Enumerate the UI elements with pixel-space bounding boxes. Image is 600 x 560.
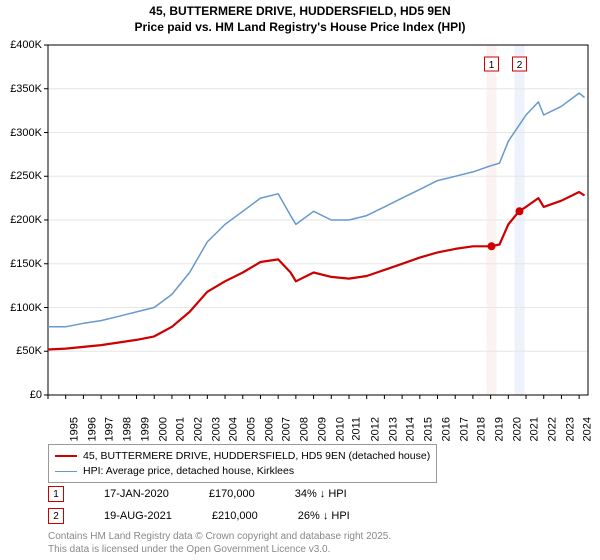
sale-delta-1: 34% ↓ HPI: [295, 488, 347, 500]
xtick-label: 2012: [369, 417, 381, 441]
xtick-label: 2016: [440, 417, 452, 441]
xtick-label: 2017: [458, 417, 470, 441]
ytick-label: £0: [30, 389, 42, 401]
xtick-label: 2004: [228, 417, 240, 441]
xtick-label: 2023: [564, 417, 576, 441]
footer-line-2: This data is licensed under the Open Gov…: [48, 543, 391, 556]
xtick-label: 2018: [476, 417, 488, 441]
xtick-label: 2024: [582, 417, 594, 441]
sale-date-2: 19-AUG-2021: [104, 510, 172, 522]
svg-text:1: 1: [489, 60, 495, 71]
xtick-label: 2002: [192, 417, 204, 441]
ytick-label: £150K: [10, 258, 42, 270]
xtick-label: 1997: [104, 417, 116, 441]
ytick-label: £200K: [10, 214, 42, 226]
ytick-label: £250K: [10, 170, 42, 182]
xtick-label: 2015: [423, 417, 435, 441]
xtick-label: 2022: [547, 417, 559, 441]
chart-title: 45, BUTTERMERE DRIVE, HUDDERSFIELD, HD5 …: [0, 0, 600, 35]
sale-price-2: £210,000: [212, 510, 258, 522]
title-line-1: 45, BUTTERMERE DRIVE, HUDDERSFIELD, HD5 …: [0, 4, 600, 20]
sale-row-2: 2 19-AUG-2021 £210,000 26% ↓ HPI: [48, 508, 350, 524]
xtick-label: 2020: [511, 417, 523, 441]
xtick-label: 2019: [493, 417, 505, 441]
xtick-label: 1996: [86, 417, 98, 441]
legend-item-property: 45, BUTTERMERE DRIVE, HUDDERSFIELD, HD5 …: [55, 449, 430, 464]
xtick-label: 2005: [246, 417, 258, 441]
xtick-label: 2008: [299, 417, 311, 441]
footer: Contains HM Land Registry data © Crown c…: [48, 530, 391, 556]
xtick-label: 2006: [263, 417, 275, 441]
xtick-label: 1998: [122, 417, 134, 441]
sale-marker-2: 2: [48, 508, 64, 524]
ytick-label: £100K: [10, 302, 42, 314]
sale-delta-2: 26% ↓ HPI: [298, 510, 350, 522]
xtick-label: 2001: [175, 417, 187, 441]
svg-text:2: 2: [517, 60, 523, 71]
chart-container: 45, BUTTERMERE DRIVE, HUDDERSFIELD, HD5 …: [0, 0, 600, 560]
xtick-label: 2010: [334, 417, 346, 441]
xtick-label: 1999: [139, 417, 151, 441]
footer-line-1: Contains HM Land Registry data © Crown c…: [48, 530, 391, 543]
xtick-label: 2003: [210, 417, 222, 441]
xtick-label: 2021: [529, 417, 541, 441]
legend-swatch-property: [55, 455, 77, 457]
sale-date-1: 17-JAN-2020: [104, 488, 169, 500]
legend-swatch-hpi: [55, 471, 77, 472]
ytick-label: £50K: [16, 345, 42, 357]
ytick-label: £300K: [10, 127, 42, 139]
legend-label-property: 45, BUTTERMERE DRIVE, HUDDERSFIELD, HD5 …: [83, 449, 430, 464]
sale-price-1: £170,000: [209, 488, 255, 500]
legend-item-hpi: HPI: Average price, detached house, Kirk…: [55, 464, 430, 479]
ytick-label: £350K: [10, 83, 42, 95]
legend-label-hpi: HPI: Average price, detached house, Kirk…: [83, 464, 294, 479]
xtick-label: 2007: [281, 417, 293, 441]
xtick-label: 1995: [68, 417, 80, 441]
legend: 45, BUTTERMERE DRIVE, HUDDERSFIELD, HD5 …: [48, 444, 437, 483]
sale-row-1: 1 17-JAN-2020 £170,000 34% ↓ HPI: [48, 486, 347, 502]
xtick-label: 2014: [405, 417, 417, 441]
title-line-2: Price paid vs. HM Land Registry's House …: [0, 20, 600, 36]
xtick-label: 2000: [157, 417, 169, 441]
xtick-label: 2013: [387, 417, 399, 441]
chart-svg: 12: [0, 35, 600, 435]
chart-area: 12 £0£50K£100K£150K£200K£250K£300K£350K£…: [0, 35, 600, 435]
xtick-label: 2009: [316, 417, 328, 441]
ytick-label: £400K: [10, 39, 42, 51]
xtick-label: 2011: [351, 417, 363, 441]
sale-marker-1: 1: [48, 486, 64, 502]
